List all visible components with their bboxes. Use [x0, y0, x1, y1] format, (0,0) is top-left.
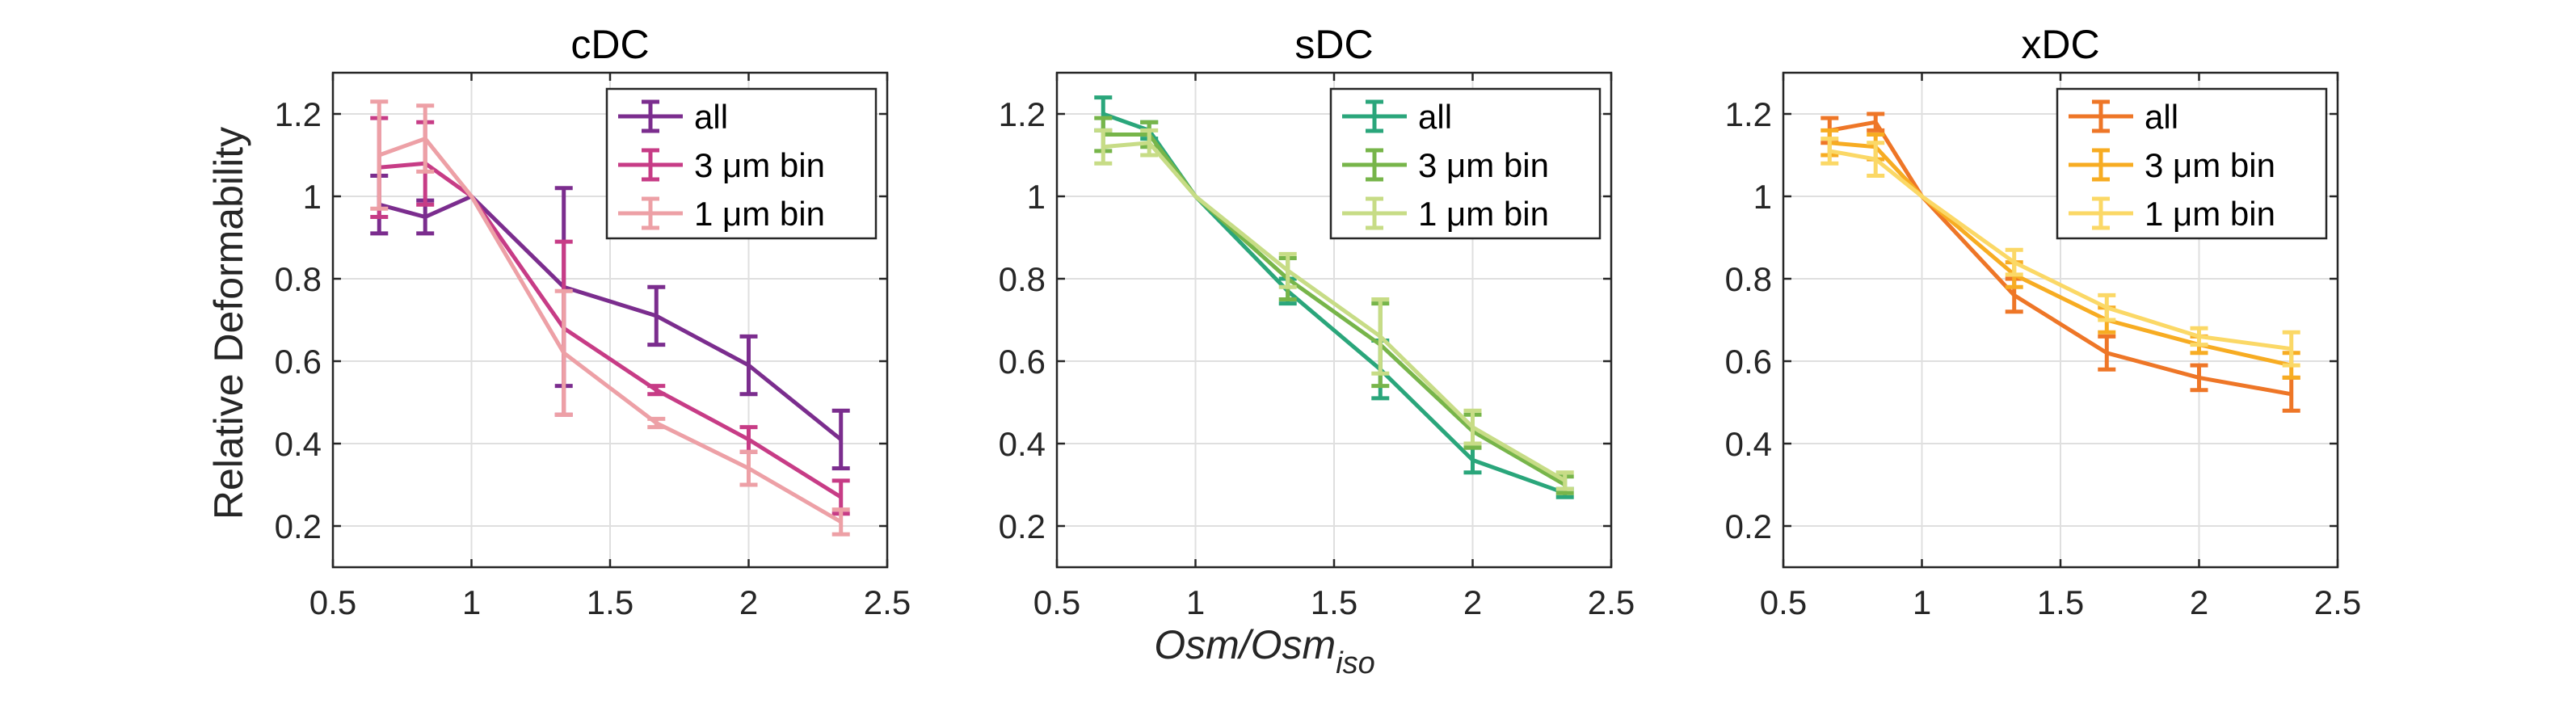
error-bar: [831, 408, 850, 471]
legend: all 3 μm bin 1 μm bin: [1329, 87, 1602, 240]
legend-label: all: [2145, 98, 2178, 136]
error-bar: [2098, 292, 2116, 322]
error-bar: [1278, 251, 1297, 289]
error-bar: [2190, 326, 2208, 347]
error-bar: [1371, 297, 1390, 376]
series-1 μm bin: [1820, 137, 2300, 368]
error-bar: [1820, 137, 1839, 166]
x-tick-label: 0.5: [309, 583, 356, 621]
legend-item: 1 μm bin: [2069, 195, 2275, 233]
error-bar: [554, 288, 573, 417]
y-axis-label: Relative Deformability: [206, 127, 251, 520]
error-bar: [739, 334, 758, 397]
legend-item: 1 μm bin: [618, 195, 825, 233]
y-tick-label: 0.6: [275, 343, 322, 381]
y-tick-label: 0.2: [999, 507, 1046, 545]
x-tick-label: 0.5: [1760, 583, 1807, 621]
legend-item: 3 μm bin: [618, 146, 825, 184]
legend-label: all: [1418, 98, 1452, 136]
y-tick-label: 1.2: [999, 95, 1046, 133]
y-tick-label: 1.2: [1725, 95, 1772, 133]
series-1 μm bin: [1094, 128, 1574, 491]
x-tick-label: 2: [1463, 583, 1482, 621]
y-tick-label: 0.8: [275, 260, 322, 298]
legend-label: 3 μm bin: [694, 146, 825, 184]
legend: all 3 μm bin 1 μm bin: [605, 87, 878, 240]
legend-label: 3 μm bin: [1418, 146, 1549, 184]
y-tick-label: 0.2: [275, 507, 322, 545]
error-bar: [2190, 363, 2208, 393]
error-bar: [1094, 128, 1113, 166]
legend-item: all: [1342, 98, 1452, 136]
error-bar: [1867, 112, 1885, 133]
legend-item: 3 μm bin: [1342, 146, 1549, 184]
x-tick-label: 2.5: [864, 583, 911, 621]
x-axis-label-subscript: iso: [1336, 646, 1375, 680]
x-axis-label: Osm/Osmiso: [1154, 622, 1375, 680]
panel-title: xDC: [2021, 22, 2099, 67]
x-tick-label: 1.5: [1311, 583, 1357, 621]
legend-label: 1 μm bin: [2145, 195, 2275, 233]
error-bar: [416, 103, 435, 174]
panel-sDC: 0.5 1 1.5 2 2.5 0.2 0.4 0.6 0.8 1 1.2 sDC all 3 μm bi…: [999, 22, 1635, 621]
y-tick-label: 1: [1753, 178, 1772, 216]
panel-title: cDC: [570, 22, 649, 67]
error-bar: [647, 284, 666, 347]
y-tick-label: 0.6: [1725, 343, 1772, 381]
x-tick-label: 1: [462, 583, 481, 621]
x-tick-label: 2: [739, 583, 758, 621]
error-bar: [1555, 470, 1574, 491]
panel-cDC: 0.5 1 1.5 2 2.5 0.2 0.4 0.6 0.8 1 1.2 cDC all 3 μm bi…: [275, 22, 911, 621]
x-tick-label: 1: [1913, 583, 1931, 621]
x-tick-label: 1.5: [2037, 583, 2084, 621]
legend-item: all: [2069, 98, 2178, 136]
error-bar: [2098, 334, 2116, 372]
error-bar: [739, 449, 758, 487]
y-tick-label: 0.6: [999, 343, 1046, 381]
x-tick-label: 2: [2190, 583, 2208, 621]
error-bar: [647, 416, 666, 430]
legend-label: 1 μm bin: [1418, 195, 1549, 233]
series-all: [1820, 112, 2300, 413]
error-bar: [647, 384, 666, 397]
y-tick-label: 0.4: [999, 425, 1046, 463]
legend-item: 1 μm bin: [1342, 195, 1549, 233]
y-tick-label: 1: [1027, 178, 1046, 216]
legend-item: all: [618, 98, 728, 136]
y-tick-label: 1: [303, 178, 322, 216]
y-tick-label: 0.8: [999, 260, 1046, 298]
y-tick-label: 0.4: [275, 425, 322, 463]
panel-title: sDC: [1294, 22, 1373, 67]
legend-label: all: [694, 98, 728, 136]
x-tick-label: 1.5: [587, 583, 633, 621]
series-1 μm bin: [370, 99, 850, 537]
legend-label: 3 μm bin: [2145, 146, 2275, 184]
y-tick-label: 1.2: [275, 95, 322, 133]
error-bar: [370, 99, 389, 211]
legend: all 3 μm bin 1 μm bin: [2056, 87, 2328, 240]
x-tick-label: 2.5: [2314, 583, 2361, 621]
error-bar: [831, 507, 850, 537]
x-tick-label: 0.5: [1033, 583, 1080, 621]
x-axis-label-main: Osm/Osm: [1154, 622, 1336, 667]
legend-item: 3 μm bin: [2069, 146, 2275, 184]
y-tick-label: 0.8: [1725, 260, 1772, 298]
x-tick-label: 2.5: [1588, 583, 1635, 621]
x-tick-label: 1: [1186, 583, 1205, 621]
error-bar: [1463, 408, 1482, 446]
y-tick-label: 0.2: [1725, 507, 1772, 545]
legend-label: 1 μm bin: [694, 195, 825, 233]
error-bar: [1867, 141, 1885, 178]
panel-xDC: 0.5 1 1.5 2 2.5 0.2 0.4 0.6 0.8 1 1.2 xDC all 3 μm bi…: [1725, 22, 2362, 621]
error-bar: [1140, 128, 1159, 158]
y-tick-label: 0.4: [1725, 425, 1772, 463]
error-bar: [2005, 247, 2023, 277]
error-bar: [2282, 330, 2300, 368]
